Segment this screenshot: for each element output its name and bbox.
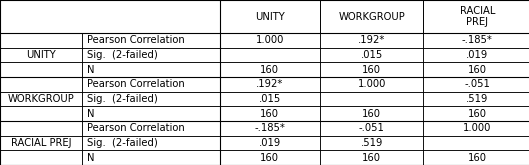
Bar	[423, 48, 529, 62]
Bar	[0, 150, 82, 165]
Bar	[82, 92, 220, 106]
Bar	[423, 106, 529, 121]
Bar	[82, 77, 220, 92]
Text: N: N	[87, 109, 95, 119]
Text: N: N	[87, 65, 95, 75]
Bar	[320, 77, 423, 92]
Text: .015: .015	[259, 94, 281, 104]
Bar	[82, 121, 220, 136]
Bar	[82, 62, 220, 77]
Bar	[423, 121, 529, 136]
Bar	[0, 48, 82, 62]
Text: 160: 160	[468, 65, 487, 75]
Text: .019: .019	[466, 50, 489, 60]
Bar	[320, 150, 423, 165]
Bar	[423, 92, 529, 106]
Bar	[82, 33, 220, 48]
Text: .192*: .192*	[256, 79, 284, 89]
Text: Pearson Correlation: Pearson Correlation	[87, 35, 185, 45]
Text: -.051: -.051	[464, 79, 490, 89]
Bar	[320, 92, 423, 106]
Bar	[320, 121, 423, 136]
Bar	[423, 150, 529, 165]
Bar	[220, 92, 320, 106]
Text: 160: 160	[468, 109, 487, 119]
Bar	[320, 48, 423, 62]
Bar	[0, 121, 82, 136]
Bar	[423, 77, 529, 92]
Text: Pearson Correlation: Pearson Correlation	[87, 123, 185, 133]
Bar	[82, 48, 220, 62]
Text: RACIAL
PREJ: RACIAL PREJ	[460, 6, 495, 27]
Bar	[0, 33, 82, 48]
Bar	[220, 48, 320, 62]
Bar	[220, 62, 320, 77]
Text: 160: 160	[260, 109, 279, 119]
Text: .019: .019	[259, 138, 281, 148]
Text: 160: 160	[362, 65, 381, 75]
Bar	[82, 136, 220, 150]
Bar	[82, 150, 220, 165]
Bar	[220, 150, 320, 165]
Text: .519: .519	[466, 94, 489, 104]
Text: WORKGROUP: WORKGROUP	[338, 12, 405, 21]
Text: 160: 160	[362, 153, 381, 163]
Bar	[220, 33, 320, 48]
Text: -.185*: -.185*	[254, 123, 285, 133]
Text: 160: 160	[362, 109, 381, 119]
Bar	[423, 136, 529, 150]
Text: Pearson Correlation: Pearson Correlation	[87, 79, 185, 89]
Bar	[0, 62, 82, 77]
Text: UNITY: UNITY	[255, 12, 285, 21]
Bar	[320, 33, 423, 48]
Bar	[0, 106, 82, 121]
Bar	[320, 62, 423, 77]
Text: 160: 160	[468, 153, 487, 163]
Text: .192*: .192*	[358, 35, 385, 45]
Bar	[320, 106, 423, 121]
Bar	[220, 106, 320, 121]
Text: -.185*: -.185*	[462, 35, 493, 45]
Text: WORKGROUP: WORKGROUP	[7, 94, 75, 104]
Text: Sig.  (2-failed): Sig. (2-failed)	[87, 94, 158, 104]
Bar	[423, 62, 529, 77]
Text: N: N	[87, 153, 95, 163]
Bar	[220, 77, 320, 92]
Text: UNITY: UNITY	[26, 50, 56, 60]
Text: 160: 160	[260, 65, 279, 75]
Text: 1.000: 1.000	[358, 79, 386, 89]
Text: 1.000: 1.000	[463, 123, 491, 133]
Bar	[82, 106, 220, 121]
Bar	[0, 136, 82, 150]
Bar	[220, 121, 320, 136]
Text: RACIAL PREJ: RACIAL PREJ	[11, 138, 71, 148]
Bar	[423, 33, 529, 48]
Text: 1.000: 1.000	[256, 35, 284, 45]
Text: Sig.  (2-failed): Sig. (2-failed)	[87, 138, 158, 148]
Bar	[320, 136, 423, 150]
Text: .015: .015	[360, 50, 383, 60]
Text: .519: .519	[360, 138, 383, 148]
Bar	[220, 136, 320, 150]
Text: 160: 160	[260, 153, 279, 163]
Bar	[0, 92, 82, 106]
Bar	[0, 77, 82, 92]
Text: -.051: -.051	[359, 123, 385, 133]
Text: Sig.  (2-failed): Sig. (2-failed)	[87, 50, 158, 60]
